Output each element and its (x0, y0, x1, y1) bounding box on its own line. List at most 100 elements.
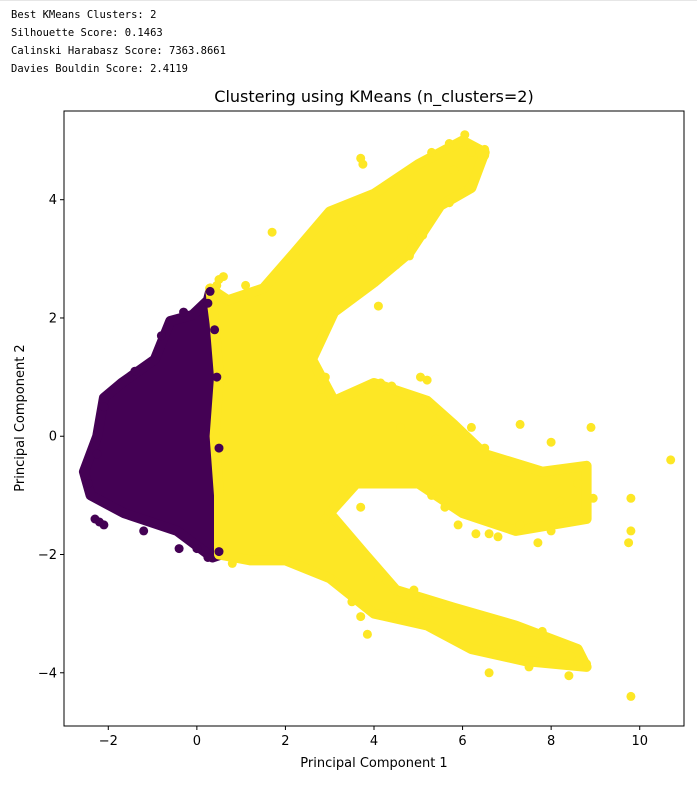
point-cluster-1 (626, 493, 636, 503)
point-cluster-1 (546, 526, 556, 536)
point-cluster-1 (480, 150, 490, 160)
output-line-calinski: Calinski Harabasz Score: 7363.8661 (11, 45, 226, 57)
cluster-1-region (205, 135, 592, 672)
x-tick-label: −2 (99, 734, 118, 749)
chart-title: Clustering using KMeans (n_clusters=2) (214, 87, 533, 107)
point-cluster-1 (460, 130, 470, 140)
point-cluster-1 (316, 384, 326, 394)
output-line-best-clusters: Best KMeans Clusters: 2 (11, 9, 157, 21)
point-cluster-0 (156, 331, 166, 341)
x-axis-label: Principal Component 1 (300, 756, 447, 771)
point-cluster-0 (203, 298, 213, 308)
point-cluster-1 (555, 496, 565, 506)
point-cluster-1 (320, 372, 330, 382)
point-cluster-1 (387, 381, 397, 391)
point-cluster-1 (559, 644, 569, 654)
point-cluster-1 (440, 502, 450, 512)
point-cluster-1 (444, 139, 454, 148)
point-cluster-0 (203, 553, 213, 562)
point-cluster-1 (431, 434, 441, 444)
point-cluster-1 (329, 502, 339, 512)
point-cluster-1 (325, 573, 335, 583)
point-cluster-0 (174, 544, 184, 554)
point-cluster-1 (453, 520, 463, 530)
point-cluster-1 (546, 437, 556, 447)
point-cluster-1 (351, 479, 361, 488)
cluster-regions (78, 135, 592, 672)
point-cluster-0 (210, 325, 220, 335)
point-cluster-1 (524, 662, 534, 672)
point-cluster-1 (396, 422, 406, 432)
point-cluster-1 (373, 301, 383, 311)
point-cluster-1 (537, 626, 547, 636)
point-cluster-0 (139, 526, 149, 536)
point-cluster-1 (212, 280, 222, 290)
point-cluster-0 (92, 449, 102, 459)
point-cluster-1 (444, 198, 454, 208)
point-cluster-0 (99, 402, 109, 412)
point-cluster-1 (241, 280, 251, 290)
y-tick-label: −2 (38, 548, 57, 563)
point-cluster-1 (407, 233, 417, 243)
point-cluster-1 (573, 656, 583, 666)
point-cluster-0 (205, 286, 215, 296)
point-cluster-1 (422, 600, 432, 610)
point-cluster-0 (130, 366, 140, 376)
point-cluster-1 (626, 691, 636, 701)
point-cluster-1 (480, 443, 490, 453)
cluster-0-region (78, 286, 227, 563)
point-cluster-1 (533, 538, 543, 548)
point-cluster-0 (83, 479, 93, 488)
point-cluster-1 (373, 573, 383, 583)
point-cluster-1 (582, 659, 592, 669)
point-cluster-1 (356, 612, 366, 622)
cell-output-text: Best KMeans Clusters: 2 Silhouette Score… (11, 6, 226, 78)
point-cluster-1 (376, 378, 386, 388)
point-cluster-1 (338, 485, 348, 494)
point-cluster-1 (564, 671, 574, 681)
output-line-silhouette: Silhouette Score: 0.1463 (11, 27, 163, 39)
y-tick-label: 4 (49, 193, 57, 208)
x-axis-ticks: −2 0 2 4 6 8 10 (99, 726, 648, 749)
point-cluster-1 (320, 514, 330, 524)
point-cluster-0 (192, 544, 202, 554)
point-cluster-1 (416, 372, 425, 382)
output-line-davies: Davies Bouldin Score: 2.4119 (11, 63, 189, 75)
y-axis-label: Principal Component 2 (13, 344, 28, 491)
point-cluster-1 (409, 585, 419, 595)
point-cluster-1 (464, 183, 474, 193)
point-cluster-0 (94, 517, 104, 527)
x-tick-label: 6 (458, 734, 466, 749)
y-axis-ticks: −4 −2 0 2 4 (38, 193, 64, 681)
point-cluster-1 (347, 224, 357, 234)
point-cluster-1 (588, 493, 598, 503)
point-cluster-1 (466, 422, 476, 432)
point-cluster-1 (404, 251, 414, 261)
point-cluster-1 (484, 668, 494, 678)
point-cluster-1 (267, 227, 277, 237)
point-cluster-1 (227, 558, 237, 568)
y-tick-label: 2 (49, 311, 57, 326)
point-cluster-1 (387, 612, 397, 622)
point-cluster-1 (435, 411, 445, 420)
point-cluster-1 (624, 538, 634, 548)
point-cluster-1 (214, 289, 224, 299)
point-cluster-1 (218, 272, 228, 282)
point-cluster-1 (427, 490, 437, 500)
point-cluster-1 (666, 455, 676, 465)
y-tick-label: −4 (38, 666, 57, 681)
point-cluster-1 (493, 532, 503, 542)
point-cluster-1 (365, 479, 375, 488)
data-points (83, 130, 676, 701)
point-cluster-1 (573, 479, 583, 488)
point-cluster-1 (358, 159, 368, 169)
output-top-border (0, 0, 697, 1)
point-cluster-1 (371, 609, 381, 619)
x-tick-label: 2 (281, 734, 289, 749)
point-cluster-1 (515, 520, 525, 530)
x-tick-label: 10 (631, 734, 648, 749)
point-cluster-1 (362, 629, 372, 639)
x-tick-label: 0 (193, 734, 201, 749)
point-cluster-0 (212, 372, 222, 382)
y-tick-label: 0 (49, 430, 57, 445)
